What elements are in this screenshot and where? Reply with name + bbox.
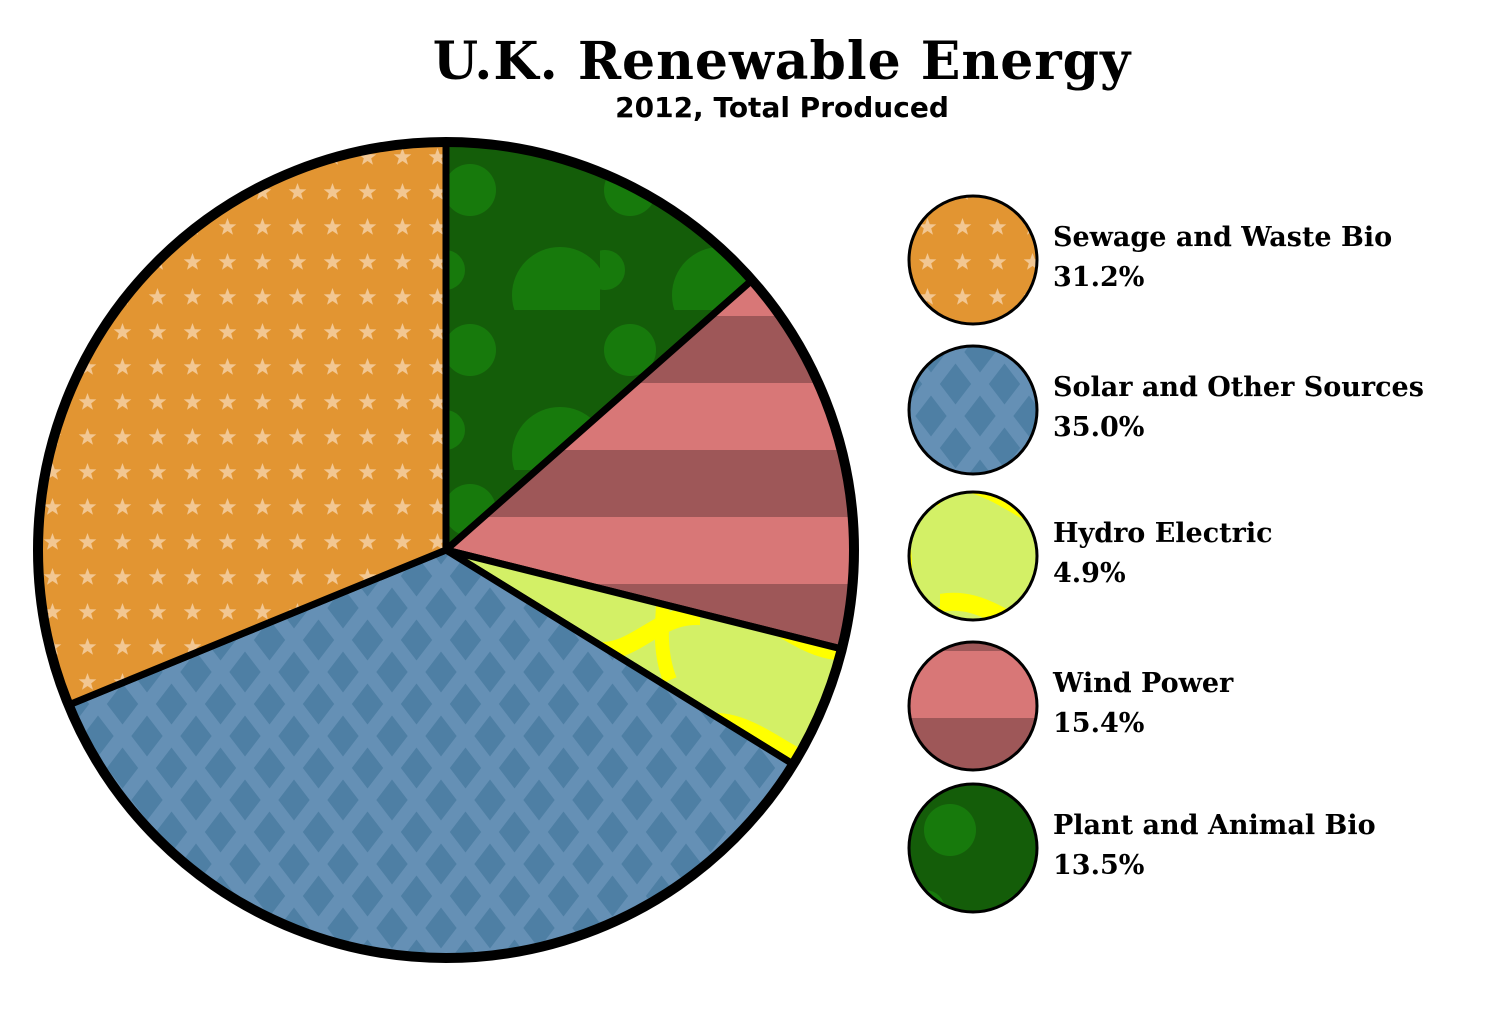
legend-value-wind-power: 15.4% xyxy=(1053,708,1144,739)
legend-value-solar-and-other-sources: 35.0% xyxy=(1053,412,1144,443)
legend-label-sewage-and-waste-bio: Sewage and Waste Bio xyxy=(1053,222,1392,253)
legend-label-wind-power: Wind Power xyxy=(1052,668,1234,699)
legend-value-hydro-electric: 4.9% xyxy=(1053,558,1126,589)
legend-swatch-sewage-and-waste-bio xyxy=(907,194,1039,326)
legend-label-hydro-electric: Hydro Electric xyxy=(1053,518,1273,549)
legend-label-solar-and-other-sources: Solar and Other Sources xyxy=(1053,372,1424,403)
chart-title: U.K. Renewable Energy xyxy=(432,31,1132,92)
legend-swatch-plant-and-animal-bio xyxy=(907,782,1039,914)
pie-outline xyxy=(33,137,859,963)
legend-swatch-solar-and-other-sources xyxy=(907,344,1039,476)
legend-swatch-wind-power xyxy=(907,640,1039,772)
legend-value-plant-and-animal-bio: 13.5% xyxy=(1053,850,1144,881)
legend-swatch-hydro-electric xyxy=(907,490,1039,622)
chart-subtitle: 2012, Total Produced xyxy=(615,91,949,124)
legend: Sewage and Waste Bio 31.2% Solar and Other… xyxy=(907,194,1424,914)
legend-label-plant-and-animal-bio: Plant and Animal Bio xyxy=(1053,810,1376,841)
legend-value-sewage-and-waste-bio: 31.2% xyxy=(1053,262,1144,293)
